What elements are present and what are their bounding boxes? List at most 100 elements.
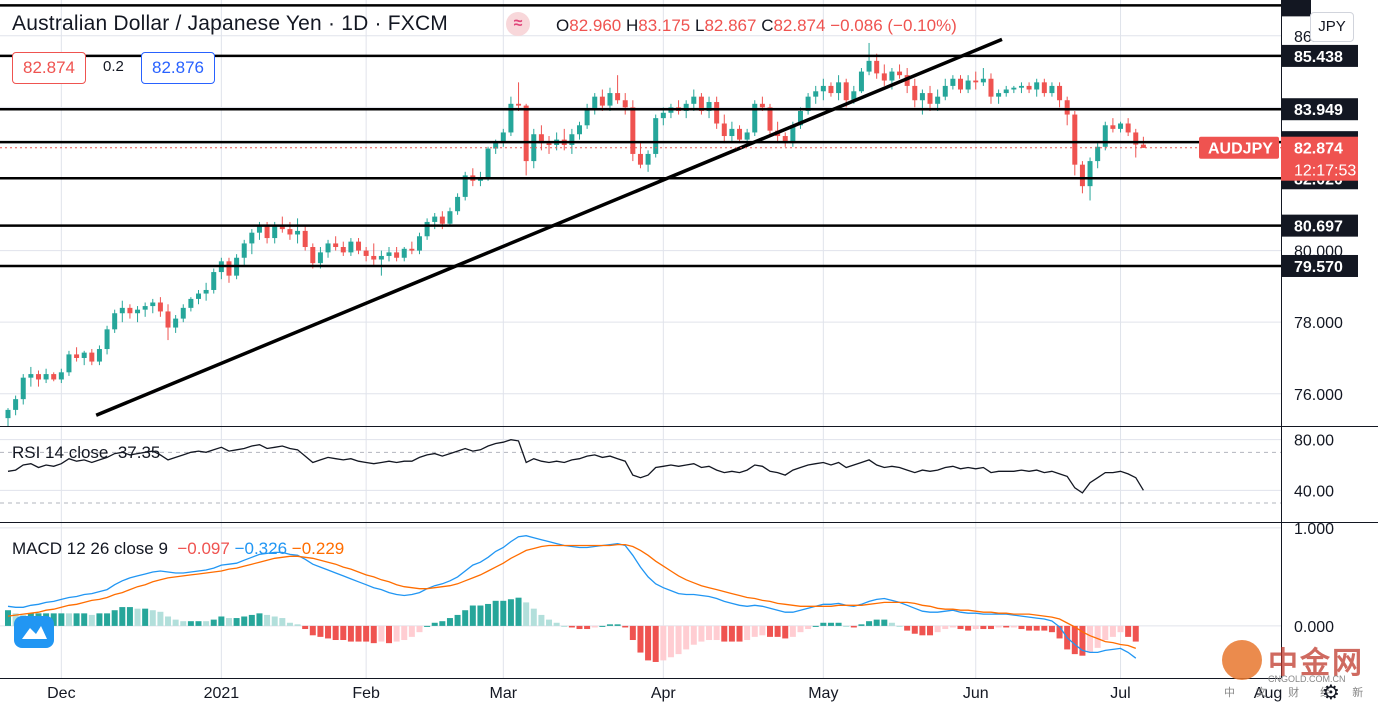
sell-price-button[interactable]: 82.874 bbox=[12, 52, 86, 84]
macd-histogram-bar bbox=[751, 625, 758, 637]
macd-histogram-bar bbox=[667, 625, 674, 658]
macd-histogram-bar bbox=[73, 613, 80, 626]
candle bbox=[439, 216, 445, 224]
macd-histogram-bar bbox=[347, 625, 354, 642]
candle bbox=[714, 102, 720, 124]
candle bbox=[782, 136, 788, 144]
candle bbox=[828, 85, 834, 94]
macd-histogram-bar bbox=[370, 625, 377, 644]
candle bbox=[66, 354, 72, 373]
rsi-tick-label: 40.00 bbox=[1294, 483, 1334, 500]
macd-histogram-bar bbox=[523, 602, 530, 626]
macd-histogram-bar bbox=[439, 621, 446, 626]
macd-histogram-bar bbox=[972, 625, 979, 630]
candle bbox=[630, 107, 636, 154]
candle bbox=[135, 309, 141, 314]
candle bbox=[744, 132, 750, 140]
macd-histogram-bar bbox=[1102, 625, 1109, 641]
candle bbox=[302, 230, 308, 248]
macd-histogram-bar bbox=[652, 625, 659, 662]
candle bbox=[523, 105, 529, 162]
coin-logo-icon bbox=[1222, 640, 1262, 680]
macd-histogram-bar bbox=[363, 625, 370, 642]
macd-histogram-bar bbox=[896, 625, 903, 627]
macd-histogram-bar bbox=[58, 613, 65, 626]
macd-histogram-bar bbox=[774, 625, 781, 637]
macd-histogram-bar bbox=[629, 625, 636, 641]
macd-histogram-bar bbox=[500, 600, 507, 626]
macd-histogram-bar bbox=[706, 625, 713, 641]
candle bbox=[500, 132, 506, 142]
macd-histogram-bar bbox=[462, 610, 469, 626]
candle bbox=[645, 153, 651, 165]
macd-histogram-bar bbox=[645, 625, 652, 661]
macd-histogram-bar bbox=[309, 625, 316, 636]
rsi-tick-label: 80.00 bbox=[1294, 433, 1334, 450]
macd-histogram-bar bbox=[538, 614, 545, 626]
time-axis-label: Aug bbox=[1254, 685, 1282, 702]
macd-histogram-bar bbox=[126, 607, 133, 626]
macd-histogram-bar bbox=[782, 625, 789, 639]
macd-histogram-bar bbox=[1033, 625, 1040, 631]
macd-histogram-bar bbox=[767, 625, 773, 637]
candle bbox=[371, 255, 377, 260]
candle bbox=[1102, 125, 1108, 147]
level-label: 79.570 bbox=[1294, 259, 1343, 276]
time-axis-label: 2021 bbox=[204, 685, 240, 702]
candle bbox=[1041, 82, 1047, 94]
macd-histogram-bar bbox=[873, 619, 880, 626]
macd-histogram-bar bbox=[1094, 625, 1101, 648]
candle bbox=[965, 80, 971, 90]
macd-histogram-bar bbox=[325, 625, 332, 639]
candle bbox=[820, 85, 826, 92]
currency-button[interactable]: JPY bbox=[1310, 12, 1354, 42]
macd-histogram-bar bbox=[812, 625, 819, 627]
buy-price-button[interactable]: 82.876 bbox=[141, 52, 215, 84]
macd-histogram-bar bbox=[1003, 625, 1010, 628]
candle bbox=[950, 78, 956, 86]
macd-histogram-bar bbox=[728, 625, 735, 642]
macd-histogram-bar bbox=[149, 610, 156, 626]
candle bbox=[569, 134, 575, 145]
candle bbox=[973, 80, 979, 83]
tradingview-logo-icon[interactable] bbox=[14, 616, 54, 648]
candle bbox=[196, 293, 201, 299]
macd-histogram-bar bbox=[949, 625, 956, 628]
candle bbox=[96, 349, 102, 362]
macd-histogram-bar bbox=[927, 625, 934, 636]
macd-histogram-bar bbox=[5, 610, 11, 626]
candle bbox=[13, 399, 19, 410]
candle bbox=[74, 354, 80, 358]
time-axis-label: Mar bbox=[490, 685, 518, 702]
macd-histogram-bar bbox=[340, 625, 347, 641]
candle bbox=[1003, 89, 1009, 94]
macd-histogram-bar bbox=[622, 625, 629, 628]
indicator-toggle-icon[interactable]: ≈ bbox=[506, 12, 530, 36]
macd-histogram-bar bbox=[546, 619, 553, 626]
open-value: 82.960 bbox=[569, 16, 622, 35]
macd-histogram-bar bbox=[843, 625, 850, 627]
candle bbox=[272, 225, 278, 239]
macd-histogram-bar bbox=[279, 618, 286, 626]
macd-histogram-bar bbox=[203, 621, 210, 626]
macd-histogram-bar bbox=[271, 616, 278, 626]
macd-histogram-bar bbox=[904, 625, 911, 631]
macd-histogram-bar bbox=[599, 625, 606, 627]
macd-histogram-bar bbox=[805, 625, 812, 630]
candle bbox=[1140, 144, 1146, 148]
candle bbox=[1026, 85, 1032, 90]
rsi-legend: RSI 14 close 37.35 bbox=[12, 443, 161, 462]
macd-histogram-bar bbox=[50, 613, 57, 626]
candle bbox=[691, 96, 697, 104]
macd-histogram-bar bbox=[393, 625, 400, 642]
macd-histogram-bar bbox=[225, 618, 232, 626]
candle bbox=[35, 374, 41, 380]
candle bbox=[1110, 125, 1116, 129]
macd-histogram-bar bbox=[332, 625, 339, 641]
candle bbox=[1034, 82, 1040, 90]
candle bbox=[592, 96, 598, 110]
settings-gear-icon[interactable]: ⚙ bbox=[1322, 682, 1340, 704]
level-label-bg bbox=[1281, 214, 1358, 237]
macd-histogram-bar bbox=[1056, 625, 1063, 639]
